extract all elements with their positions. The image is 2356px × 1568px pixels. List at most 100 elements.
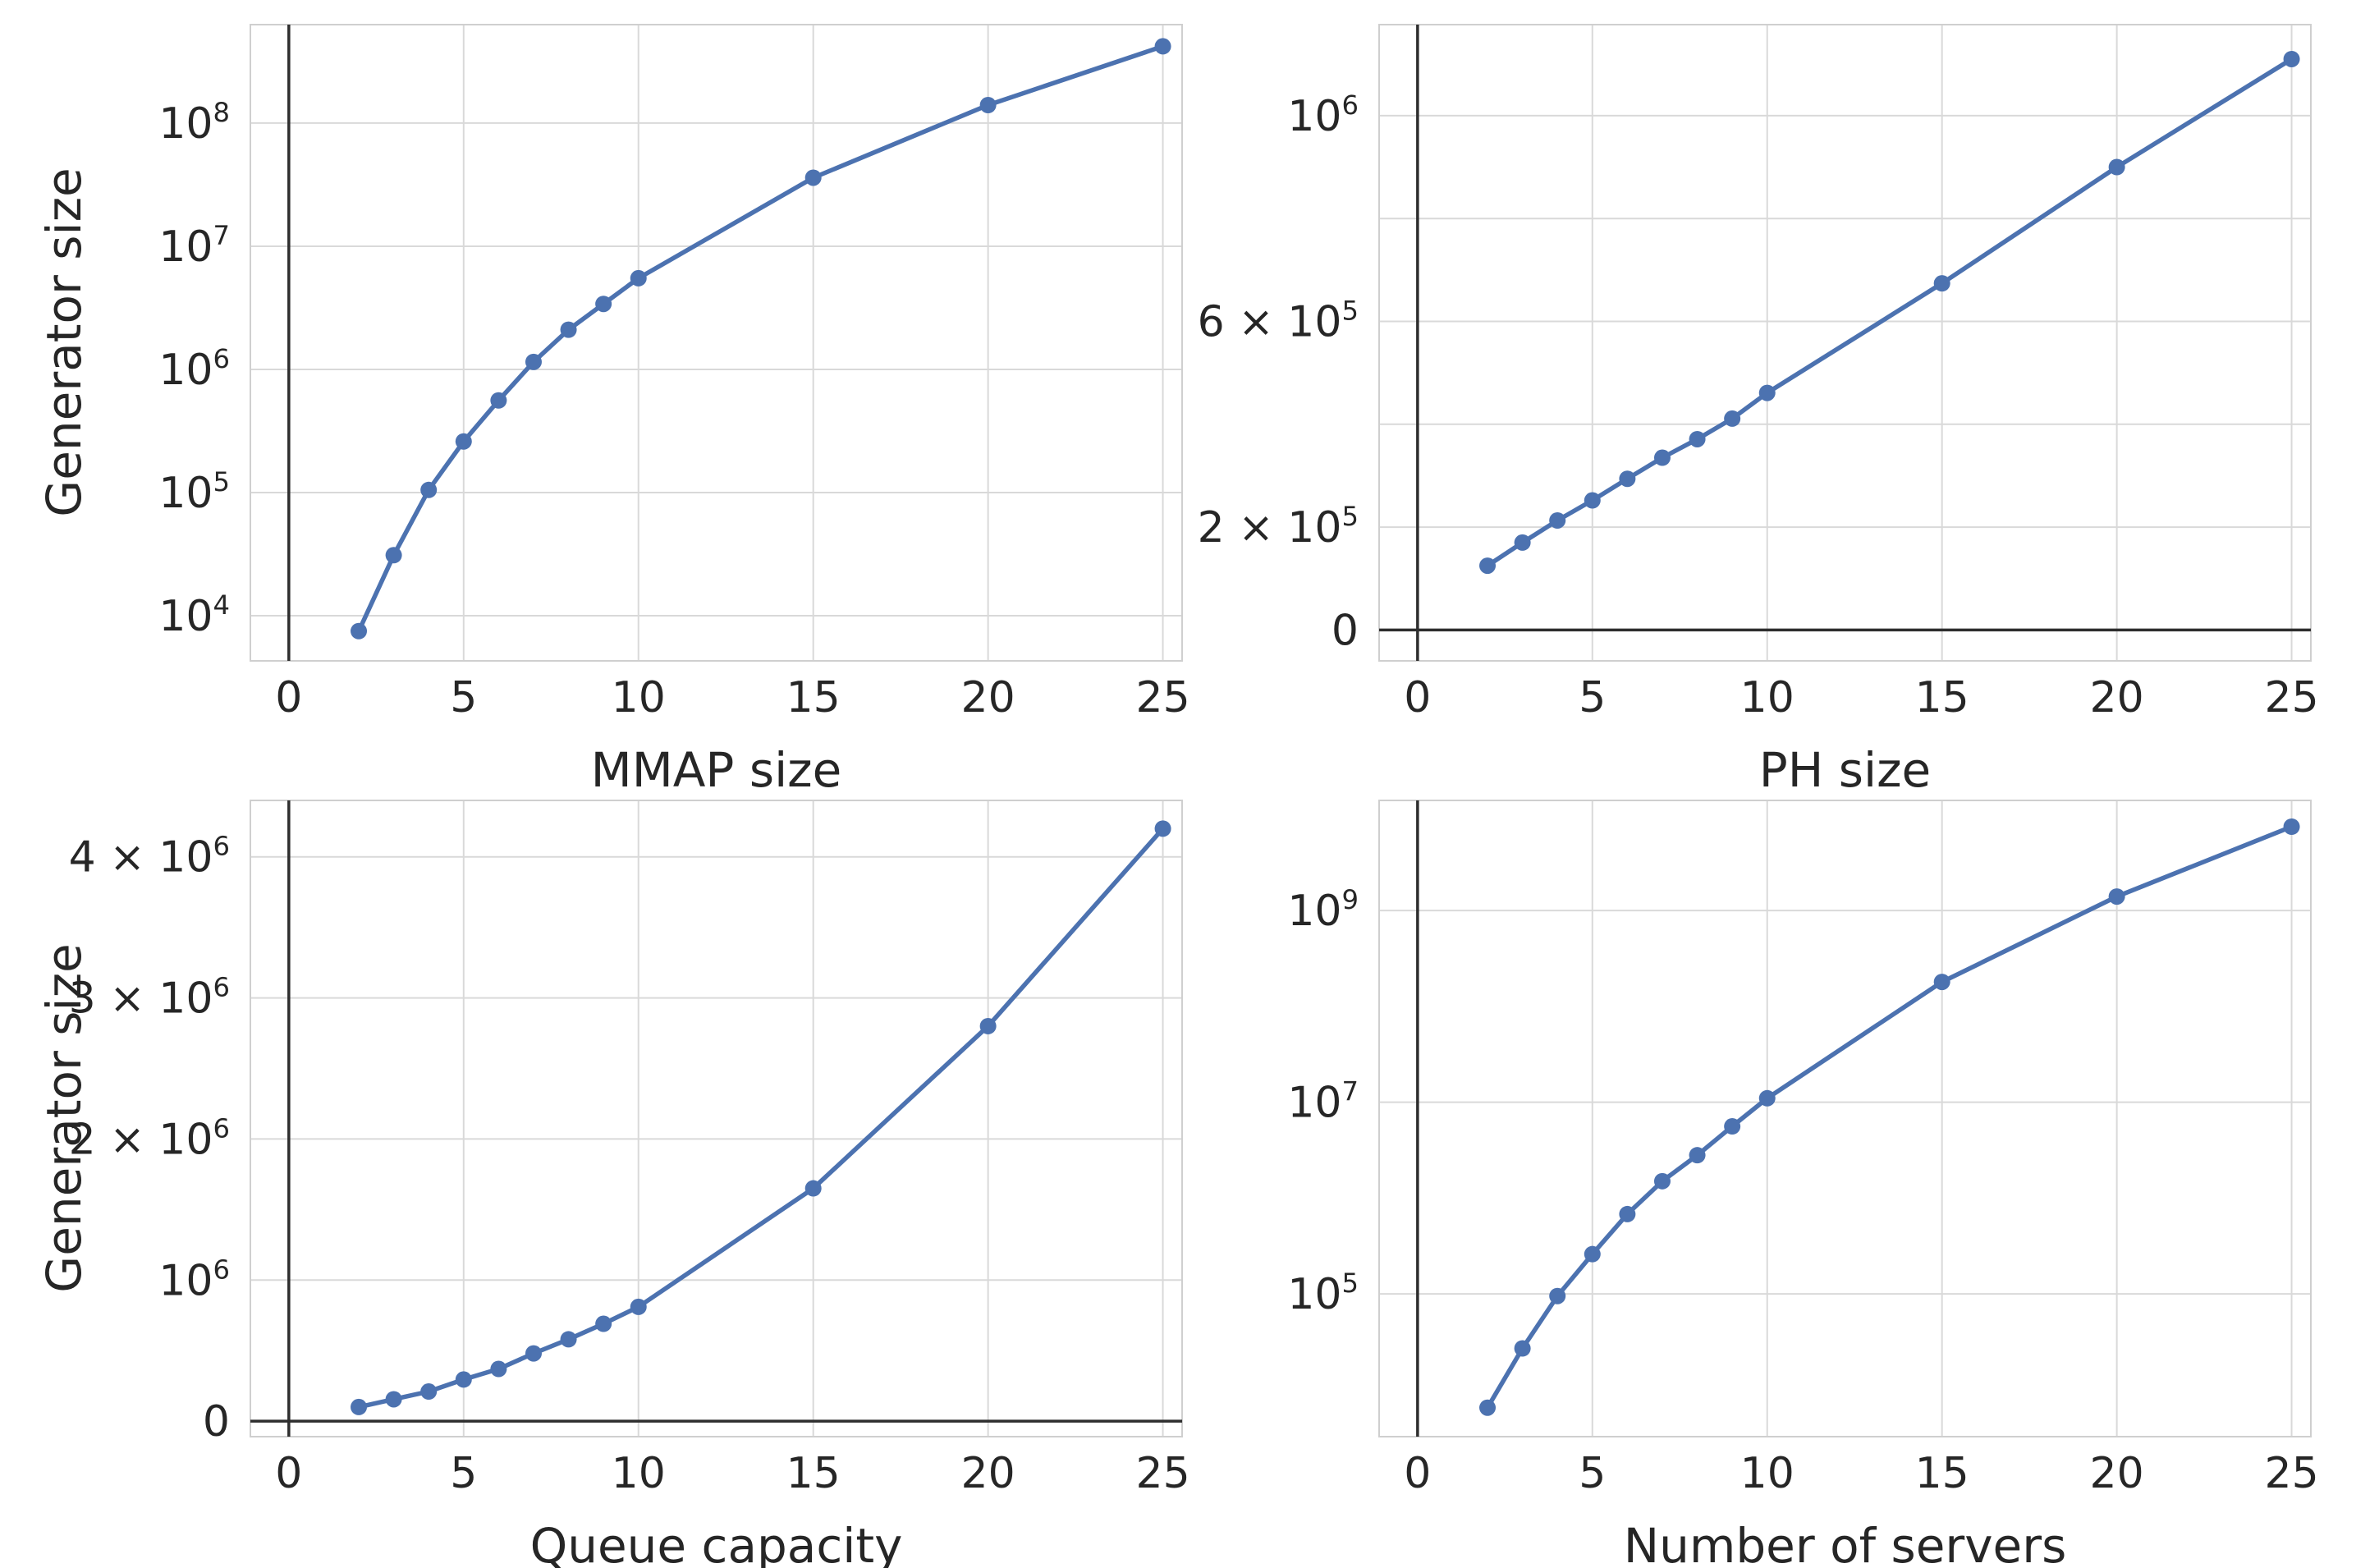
data-point-marker: [1619, 1205, 1636, 1222]
data-point-marker: [1758, 384, 1776, 401]
data-point-marker: [1619, 470, 1636, 488]
data-point-marker: [979, 96, 997, 113]
y-axis-label-generator-size-bottom: Generator size: [36, 943, 92, 1293]
data-point-marker: [351, 622, 368, 640]
x-tick-label: 5: [450, 673, 477, 722]
data-point-marker: [2283, 50, 2300, 67]
x-axis-label-ph-size: PH size: [1758, 742, 1932, 798]
data-point-marker: [1154, 820, 1171, 837]
data-point-marker: [595, 296, 612, 313]
data-point-marker: [560, 1331, 577, 1348]
series-line: [356, 826, 1166, 1410]
x-axis-label-queue-capacity: Queue capacity: [529, 1518, 903, 1568]
x-tick-label: 20: [2090, 673, 2144, 722]
data-point-marker: [2108, 888, 2125, 905]
data-point-marker: [1653, 1172, 1671, 1190]
data-point-marker: [1653, 449, 1671, 466]
data-point-marker: [420, 1383, 438, 1401]
y-tick-label: 107: [158, 220, 230, 272]
data-point-marker: [385, 547, 402, 564]
x-tick-label: 0: [1404, 673, 1431, 722]
x-tick-label: 10: [612, 673, 666, 722]
plot-border: [250, 800, 1183, 1437]
x-axis-label-mmap-size: MMAP size: [590, 742, 842, 798]
series-line: [1485, 824, 2294, 1410]
y-tick-label: 4 × 106: [69, 831, 230, 883]
data-point-marker: [630, 269, 647, 287]
y-tick-label: 2 × 105: [1198, 501, 1359, 552]
data-point-marker: [1549, 1287, 1566, 1304]
y-tick-label: 107: [1287, 1076, 1359, 1128]
data-point-marker: [490, 1360, 507, 1378]
y-tick-label: 3 × 106: [69, 972, 230, 1024]
y-tick-label: 105: [158, 466, 230, 518]
x-tick-label: 10: [1740, 1449, 1795, 1498]
plot-border: [250, 24, 1183, 662]
data-point-marker: [804, 169, 822, 186]
data-point-marker: [490, 392, 507, 409]
y-tick-label: 108: [158, 97, 230, 149]
data-point-marker: [351, 1398, 368, 1415]
panel-top-right: 0 5 10 15 20 25 0 2 × 105 6 × 105 106: [1198, 24, 2319, 722]
data-point-marker: [560, 321, 577, 338]
data-point-marker: [979, 1017, 997, 1034]
x-tick-label: 0: [275, 1449, 302, 1498]
data-point-marker: [595, 1315, 612, 1332]
data-point-marker: [2283, 818, 2300, 836]
data-point-marker: [1933, 974, 1950, 991]
x-tick-label: 0: [275, 673, 302, 722]
data-point-marker: [2108, 158, 2125, 176]
panel-top-left: 0 5 10 15 20 25 104 105 106 107 108: [158, 24, 1190, 722]
series-line: [1485, 57, 2294, 568]
x-tick-label: 25: [2264, 673, 2318, 722]
x-tick-label: 5: [450, 1449, 477, 1498]
data-point-marker: [1514, 534, 1531, 551]
data-point-marker: [1154, 38, 1171, 55]
plot-border: [1378, 800, 2312, 1437]
data-point-marker: [1689, 430, 1706, 447]
y-tick-label: 0: [1332, 606, 1359, 655]
x-tick-label: 20: [961, 673, 1015, 722]
data-point-marker: [525, 353, 542, 370]
plot-border: [1378, 24, 2312, 662]
y-tick-label: 109: [1287, 884, 1359, 936]
data-point-marker: [1514, 1340, 1531, 1357]
x-tick-label: 0: [1404, 1449, 1431, 1498]
y-tick-label: 0: [203, 1397, 230, 1447]
x-tick-label: 25: [2264, 1449, 2318, 1498]
y-tick-label: 106: [1287, 89, 1359, 141]
series-line: [356, 44, 1166, 634]
data-point-marker: [455, 1371, 472, 1388]
data-point-marker: [1724, 1118, 1741, 1135]
y-axis-label-generator-size-top: Generator size: [36, 167, 92, 517]
y-tick-label: 106: [158, 1254, 230, 1305]
data-point-marker: [420, 481, 438, 498]
data-point-marker: [630, 1298, 647, 1315]
x-tick-label: 15: [786, 673, 841, 722]
y-tick-label: 105: [1287, 1268, 1359, 1319]
y-tick-label: 104: [158, 589, 230, 641]
x-tick-label: 20: [2090, 1449, 2144, 1498]
data-point-marker: [455, 433, 472, 450]
x-tick-label: 20: [961, 1449, 1015, 1498]
y-tick-label: 106: [158, 343, 230, 395]
x-axis-label-number-of-servers: Number of servers: [1623, 1518, 2067, 1568]
data-point-marker: [804, 1180, 822, 1197]
data-point-marker: [385, 1391, 402, 1408]
x-tick-label: 25: [1135, 1449, 1189, 1498]
data-point-marker: [1479, 557, 1497, 575]
y-tick-label: 6 × 105: [1198, 296, 1359, 347]
x-tick-label: 15: [1915, 1449, 1969, 1498]
data-point-marker: [1549, 511, 1566, 529]
data-point-marker: [1689, 1147, 1706, 1164]
data-point-marker: [1584, 1245, 1601, 1263]
x-tick-label: 25: [1135, 673, 1189, 722]
x-tick-label: 10: [1740, 673, 1795, 722]
data-point-marker: [1724, 410, 1741, 427]
data-point-marker: [1758, 1089, 1776, 1107]
data-point-marker: [525, 1345, 542, 1362]
data-point-marker: [1479, 1399, 1497, 1416]
panel-bottom-right: 0 5 10 15 20 25 105 107 109: [1287, 800, 2319, 1498]
